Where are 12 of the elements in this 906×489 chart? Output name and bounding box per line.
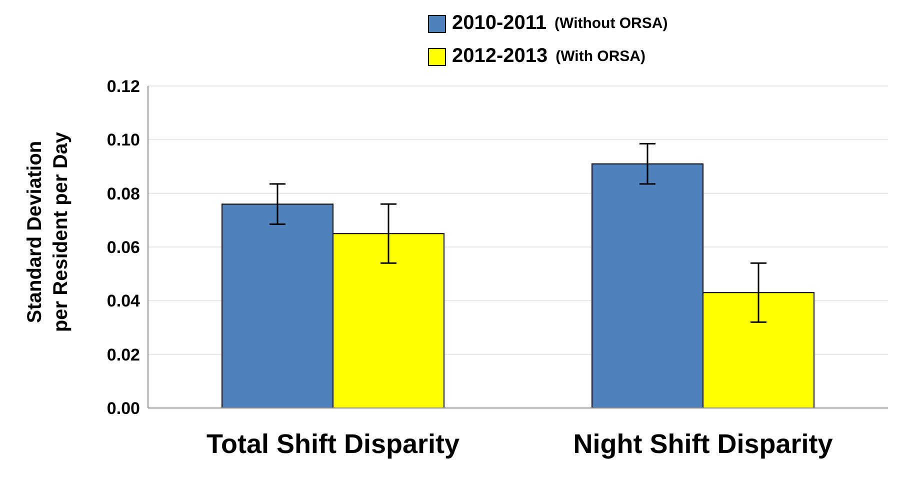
legend-label: 2010-2011 (Without ORSA) bbox=[452, 12, 668, 35]
legend-label: 2012-2013 (With ORSA) bbox=[452, 45, 646, 68]
y-tick-label: 0.10 bbox=[106, 130, 140, 150]
y-tick-label: 0.06 bbox=[106, 238, 140, 258]
y-tick-label: 0.02 bbox=[106, 345, 140, 364]
y-tick-label: 0.12 bbox=[106, 77, 140, 96]
y-tick-label: 0.04 bbox=[106, 292, 141, 311]
x-tick-label: Night Shift Disparity bbox=[573, 429, 833, 460]
x-tick-label: Total Shift Disparity bbox=[206, 429, 460, 460]
y-tick-label: 0.08 bbox=[106, 184, 140, 204]
y-tick-label: 0.00 bbox=[106, 399, 140, 418]
y-axis-title: Standard Deviation per Resident per Day bbox=[23, 131, 73, 332]
